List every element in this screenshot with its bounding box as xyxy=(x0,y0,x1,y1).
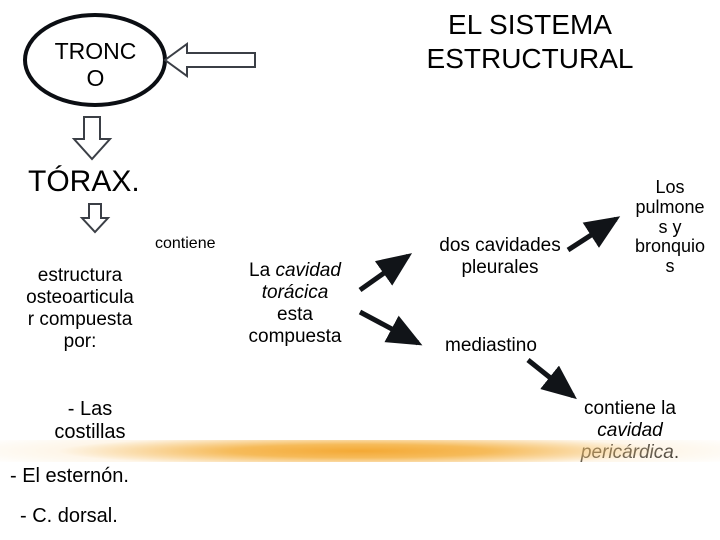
decorative-gradient-band xyxy=(0,440,720,462)
